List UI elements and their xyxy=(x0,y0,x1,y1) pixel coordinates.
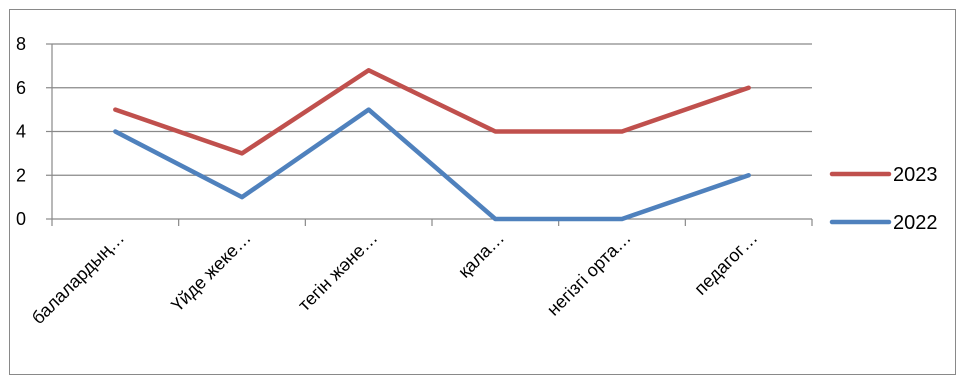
y-tick-label: 4 xyxy=(16,122,26,142)
x-tick-label: тегін және… xyxy=(294,228,381,315)
x-tick-label: педагог… xyxy=(690,228,761,299)
axes xyxy=(46,43,813,226)
y-tick-label: 0 xyxy=(16,209,26,229)
y-tick-label: 8 xyxy=(16,34,26,54)
legend-label: 2022 xyxy=(893,212,938,234)
y-tick-label: 2 xyxy=(16,165,26,185)
series-line-2022 xyxy=(113,107,751,222)
x-tick-label: қала… xyxy=(454,228,508,282)
legend: 2023 2022 xyxy=(829,164,938,234)
chart-frame xyxy=(9,9,956,375)
series-line-2023 xyxy=(113,68,751,156)
legend-label: 2023 xyxy=(893,164,938,186)
x-axis-tick-labels: балалардың… Үйде жеке… тегін және… қала… нег… xyxy=(28,228,762,328)
y-tick-label: 6 xyxy=(16,78,26,98)
x-tick-label: балалардың… xyxy=(28,228,128,328)
x-tick-label: негізгі орта… xyxy=(543,228,635,320)
y-axis-tick-labels: 0 2 4 6 8 xyxy=(16,34,26,229)
x-tick-label: Үйде жеке… xyxy=(167,228,254,315)
series-lines xyxy=(113,68,751,222)
